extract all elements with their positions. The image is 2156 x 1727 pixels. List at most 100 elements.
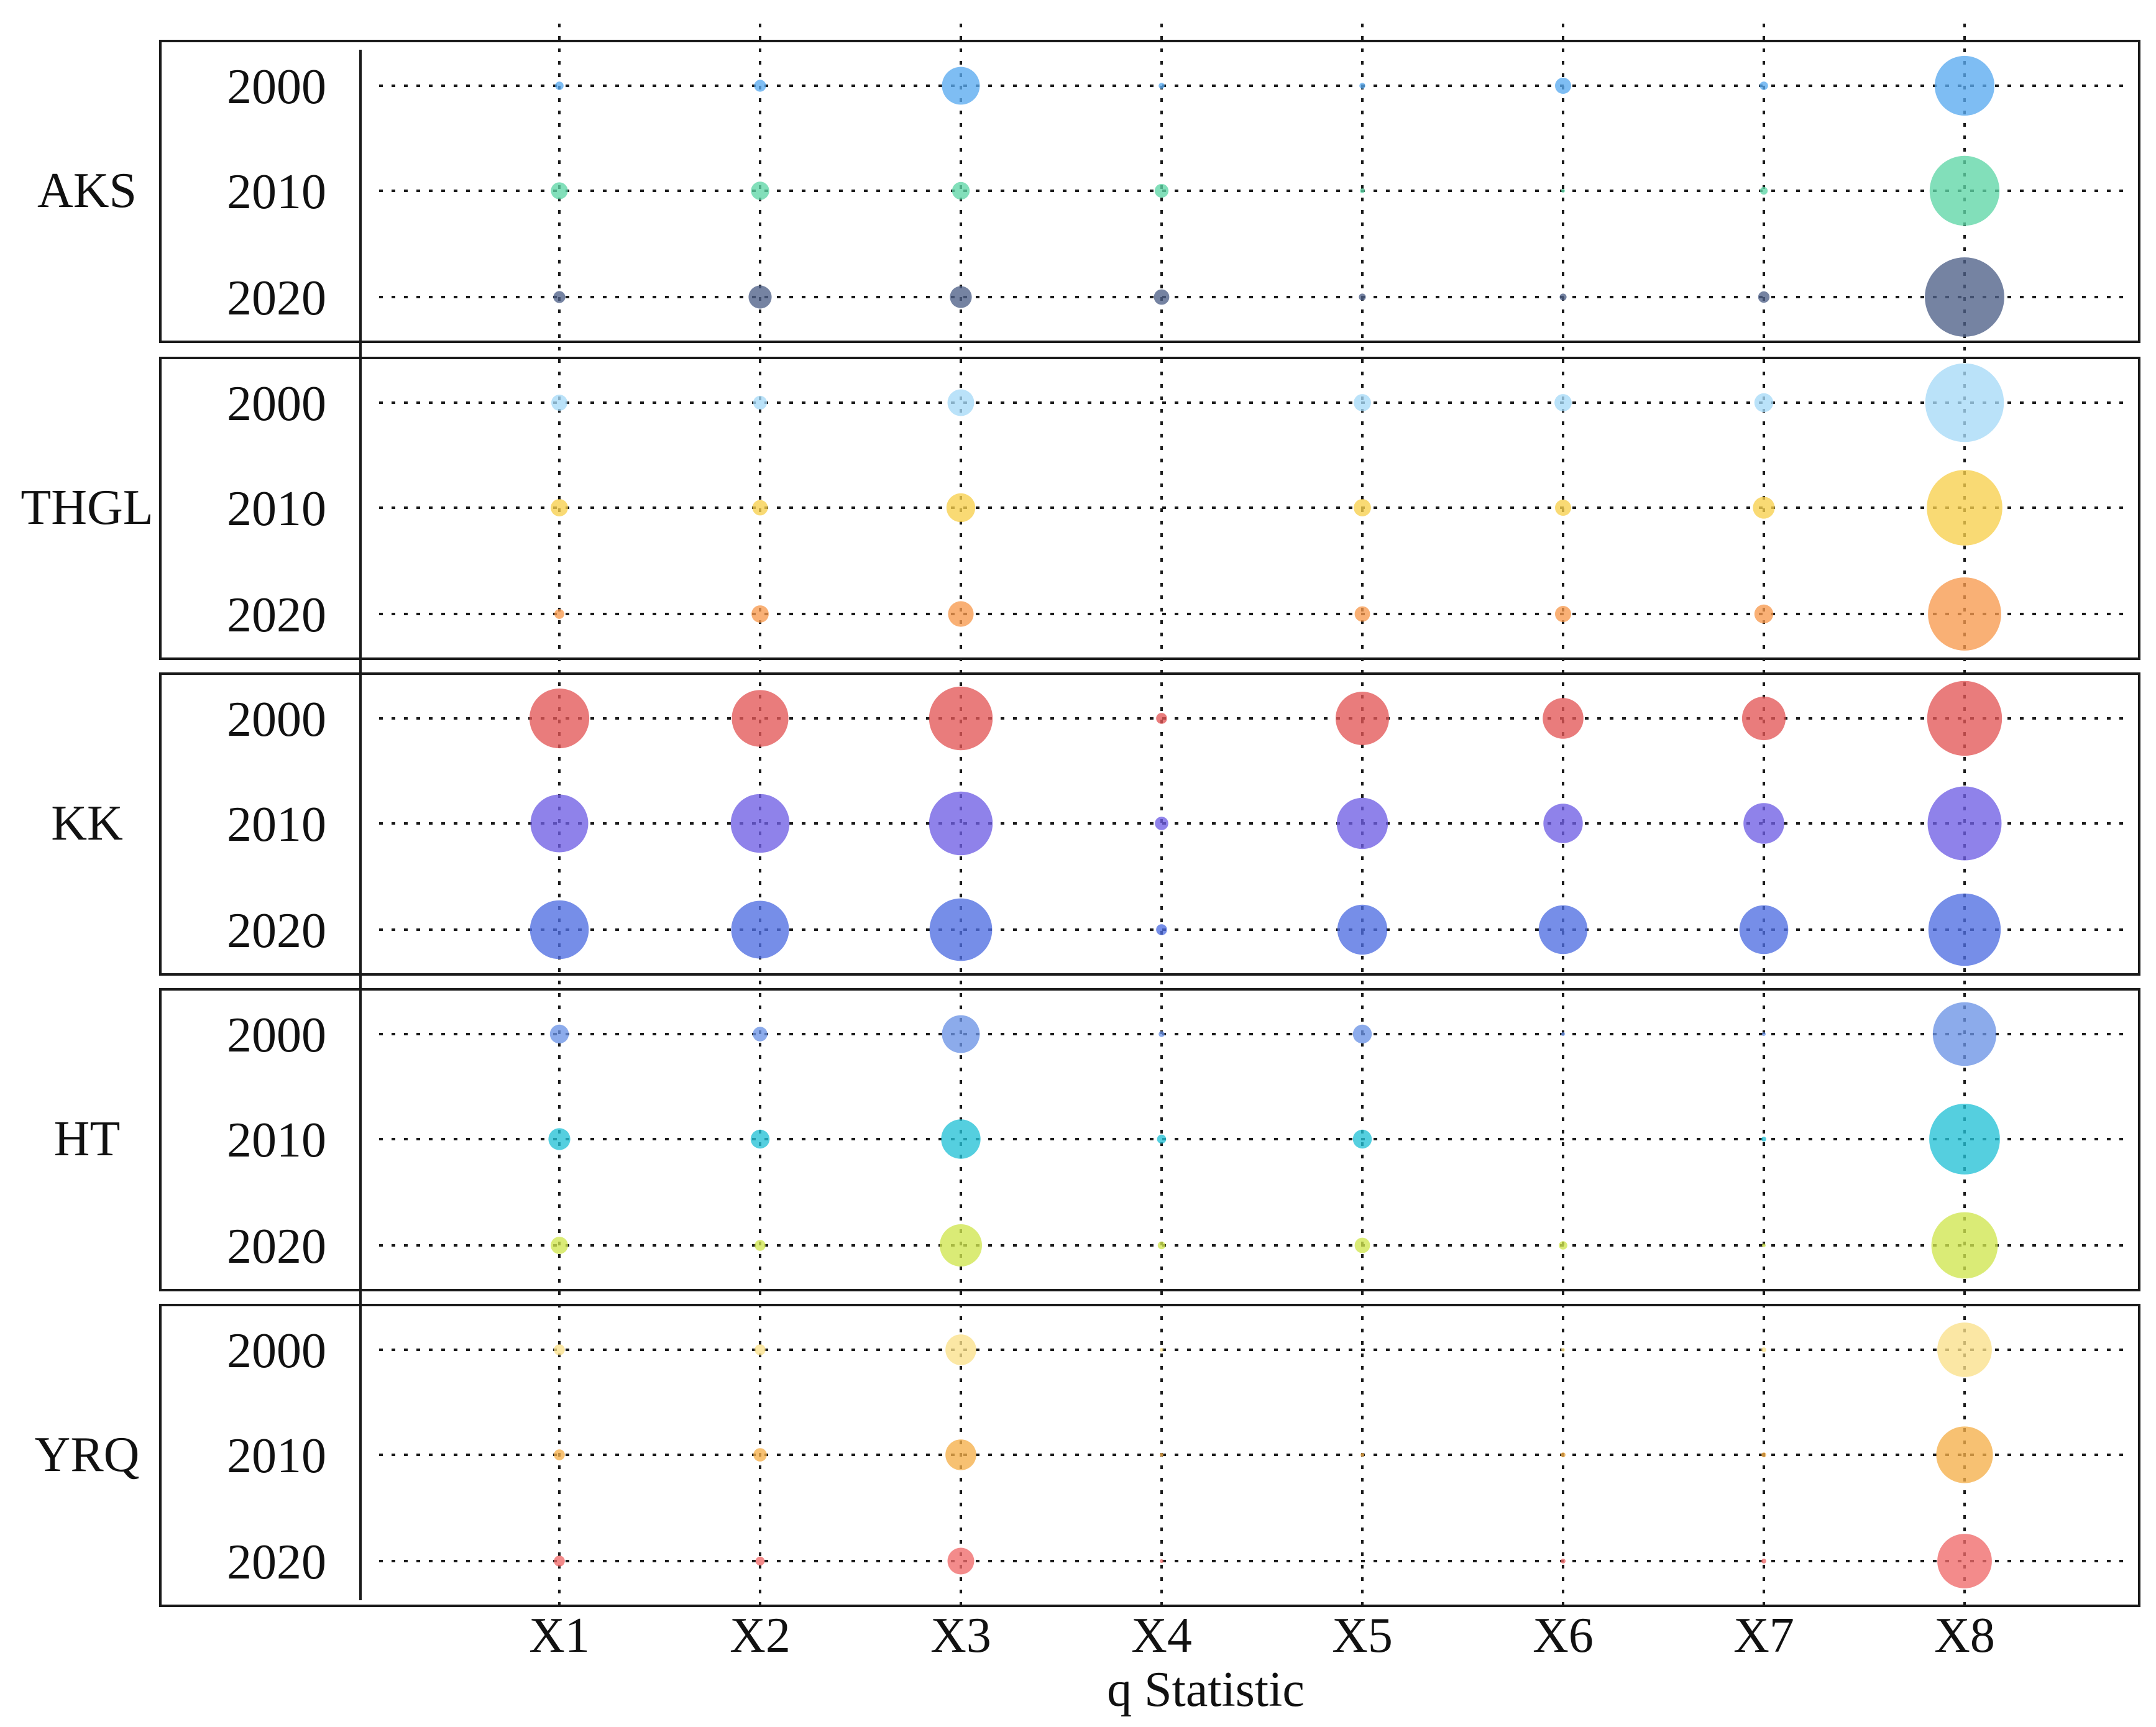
x-tick-label-x5: X5	[1332, 1608, 1393, 1663]
bubble-yrq-2010-x6	[1561, 1452, 1566, 1457]
bubble-ht-2000-x5	[1352, 1024, 1372, 1044]
x-tick-label-x6: X6	[1533, 1608, 1594, 1663]
bubble-yrq-2020-x7	[1761, 1559, 1766, 1564]
panel-frame	[159, 1304, 2140, 1607]
bubble-aks-2020-x2	[748, 285, 772, 309]
bubble-thgl-2010-x5	[1354, 499, 1371, 516]
bubble-aks-2000-x8	[1934, 55, 1995, 116]
bubble-kk-2010-x5	[1336, 797, 1388, 850]
year-tick-label: 2000	[227, 1008, 326, 1063]
bubble-ht-2020-x4	[1157, 1241, 1166, 1250]
bubble-thgl-2010-x7	[1753, 497, 1775, 519]
bubble-kk-2000-x2	[732, 690, 789, 747]
bubble-thgl-2000-x6	[1554, 394, 1572, 411]
year-tick-label: 2010	[227, 165, 326, 219]
year-tick-label: 2010	[227, 482, 326, 536]
year-tick-label: 2000	[227, 377, 326, 431]
bubble-yrq-2020-x1	[554, 1555, 565, 1567]
bubble-aks-2010-x5	[1360, 188, 1365, 193]
year-tick-label: 2000	[227, 1324, 326, 1378]
year-tick-label: 2000	[227, 692, 326, 747]
bubble-aks-2020-x3	[950, 286, 972, 308]
bubble-yrq-2010-x4	[1160, 1453, 1163, 1457]
bubble-aks-2010-x4	[1154, 183, 1169, 198]
bubble-thgl-2020-x7	[1754, 604, 1774, 624]
bubble-kk-2000-x7	[1741, 696, 1786, 741]
bubble-yrq-2010-x3	[945, 1439, 976, 1470]
bubble-aks-2020-x7	[1758, 291, 1770, 303]
bubble-aks-2000-x1	[555, 81, 564, 90]
bubble-thgl-2020-x6	[1555, 606, 1571, 622]
bubble-thgl-2000-x1	[551, 395, 567, 411]
year-tick-label: 2000	[227, 60, 326, 114]
bubble-aks-2000-x4	[1158, 83, 1165, 89]
panels-layer: AKS 2000 2010 2020 THGL 2000 2010 2020 KK 2000 201…	[21, 24, 2140, 1610]
panel-yrq: YRQ 2000 2010 2020	[35, 1304, 2140, 1607]
bubble-thgl-2010-x6	[1555, 500, 1571, 516]
bubble-thgl-2000-x7	[1754, 393, 1774, 413]
bubble-kk-2000-x4	[1156, 713, 1167, 724]
bubble-yrq-2010-x8	[1936, 1426, 1993, 1483]
bubble-aks-2010-x3	[952, 181, 970, 200]
bubble-yrq-2000-x2	[755, 1344, 766, 1355]
bubble-ht-2000-x6	[1561, 1032, 1565, 1036]
bubble-ht-2020-x3	[940, 1224, 982, 1267]
bubble-aks-2010-x6	[1561, 189, 1565, 193]
region-label: HT	[54, 1112, 121, 1166]
year-tick-label: 2020	[227, 271, 326, 326]
bubble-yrq-2020-x4	[1160, 1559, 1163, 1563]
region-label: KK	[51, 796, 123, 851]
bubble-thgl-2020-x3	[948, 601, 974, 627]
year-tick-label: 2020	[227, 588, 326, 643]
bubble-aks-2010-x2	[751, 181, 769, 200]
bubble-aks-2000-x2	[754, 80, 766, 92]
bubble-kk-2010-x1	[530, 794, 589, 853]
panel-ht: HT 2000 2010 2020	[54, 988, 2140, 1291]
year-tick-label: 2020	[227, 1535, 326, 1590]
bubble-ht-2000-x8	[1932, 1002, 1997, 1066]
bubble-yrq-2000-x7	[1761, 1347, 1766, 1352]
x-tick-label-x3: X3	[930, 1608, 991, 1663]
bubble-aks-2010-x8	[1929, 155, 2000, 226]
region-label: YRQ	[35, 1427, 140, 1482]
panel-aks: AKS 2000 2010 2020	[37, 40, 2140, 343]
bubble-aks-2010-x1	[551, 182, 568, 199]
bubble-ht-2000-x4	[1158, 1031, 1165, 1037]
bubble-aks-2010-x7	[1759, 186, 1768, 195]
x-axis: X1 X2 X3 X4 X5 X6 X7 X8	[529, 1608, 1995, 1663]
bubble-thgl-2000-x2	[753, 395, 768, 410]
panel-thgl: THGL 2000 2010 2020	[21, 357, 2140, 660]
bubble-yrq-2000-x4	[1160, 1348, 1163, 1352]
bubble-ht-2020-x2	[755, 1240, 766, 1251]
region-label: THGL	[21, 480, 153, 535]
panel-frame	[159, 672, 2140, 976]
bubble-yrq-2000-x6	[1561, 1348, 1565, 1352]
bubble-aks-2020-x6	[1559, 293, 1567, 301]
bubble-kk-2000-x5	[1336, 692, 1389, 745]
bubble-thgl-2010-x8	[1927, 470, 2002, 546]
year-tick-label: 2020	[227, 1219, 326, 1274]
bubble-kk-2000-x3	[929, 686, 993, 751]
panel-frame	[159, 357, 2140, 660]
bubble-ht-2000-x2	[753, 1027, 768, 1042]
x-tick-label-x2: X2	[730, 1608, 791, 1663]
bubble-kk-2010-x6	[1543, 804, 1583, 843]
bubble-kk-2020-x6	[1538, 905, 1588, 955]
bubble-kk-2020-x1	[530, 900, 589, 960]
bubble-thgl-2020-x8	[1928, 577, 2001, 651]
bubble-ht-2020-x6	[1559, 1241, 1567, 1250]
bubble-yrq-2000-x8	[1937, 1322, 1992, 1377]
bubble-ht-2010-x5	[1352, 1129, 1372, 1149]
bubble-ht-2010-x1	[548, 1128, 571, 1150]
bubble-thgl-2000-x8	[1925, 363, 2004, 442]
bubble-aks-2020-x1	[553, 291, 566, 303]
x-tick-label-x1: X1	[529, 1608, 590, 1663]
bubble-yrq-2020-x8	[1937, 1534, 1992, 1588]
bubble-yrq-2000-x1	[554, 1344, 565, 1355]
bubble-thgl-2020-x1	[554, 609, 564, 619]
region-label: AKS	[37, 163, 137, 218]
bubble-kk-2000-x6	[1543, 698, 1584, 739]
year-tick-label: 2010	[227, 1429, 326, 1483]
bubble-aks-2000-x7	[1759, 81, 1768, 90]
